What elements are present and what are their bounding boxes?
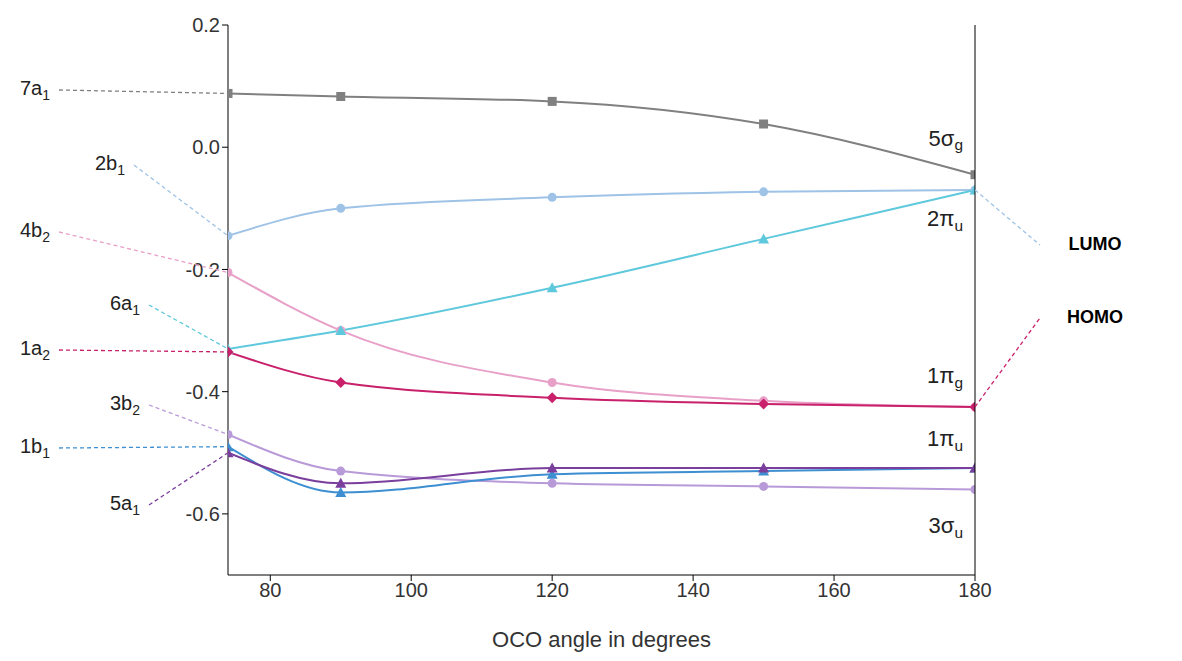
svg-text:1πg: 1πg [927, 363, 963, 391]
svg-text:3σu: 3σu [929, 513, 963, 541]
svg-text:160: 160 [817, 579, 850, 601]
svg-text:5σg: 5σg [929, 126, 963, 154]
svg-text:5a1: 5a1 [110, 492, 140, 517]
svg-text:2b1: 2b1 [95, 152, 125, 177]
svg-text:180: 180 [958, 579, 991, 601]
svg-text:HOMO: HOMO [1067, 307, 1123, 327]
svg-text:1πu: 1πu [927, 426, 963, 454]
svg-text:2πu: 2πu [927, 206, 963, 234]
svg-text:120: 120 [535, 579, 568, 601]
svg-text:7a1: 7a1 [20, 77, 50, 102]
svg-text:4b2: 4b2 [20, 219, 50, 244]
svg-text:80: 80 [259, 579, 281, 601]
svg-text:140: 140 [676, 579, 709, 601]
svg-text:-0.2: -0.2 [186, 259, 220, 281]
svg-text:1a2: 1a2 [20, 337, 50, 362]
svg-text:0.0: 0.0 [192, 136, 220, 158]
svg-text:-0.6: -0.6 [186, 503, 220, 525]
svg-text:OCO angle in degrees: OCO angle in degrees [492, 627, 711, 652]
svg-text:6a1: 6a1 [110, 292, 140, 317]
svg-text:LUMO: LUMO [1069, 234, 1122, 254]
svg-text:0.2: 0.2 [192, 14, 220, 36]
svg-text:100: 100 [395, 579, 428, 601]
svg-text:-0.4: -0.4 [186, 381, 220, 403]
svg-text:1b1: 1b1 [20, 435, 50, 460]
svg-text:3b2: 3b2 [110, 392, 140, 417]
